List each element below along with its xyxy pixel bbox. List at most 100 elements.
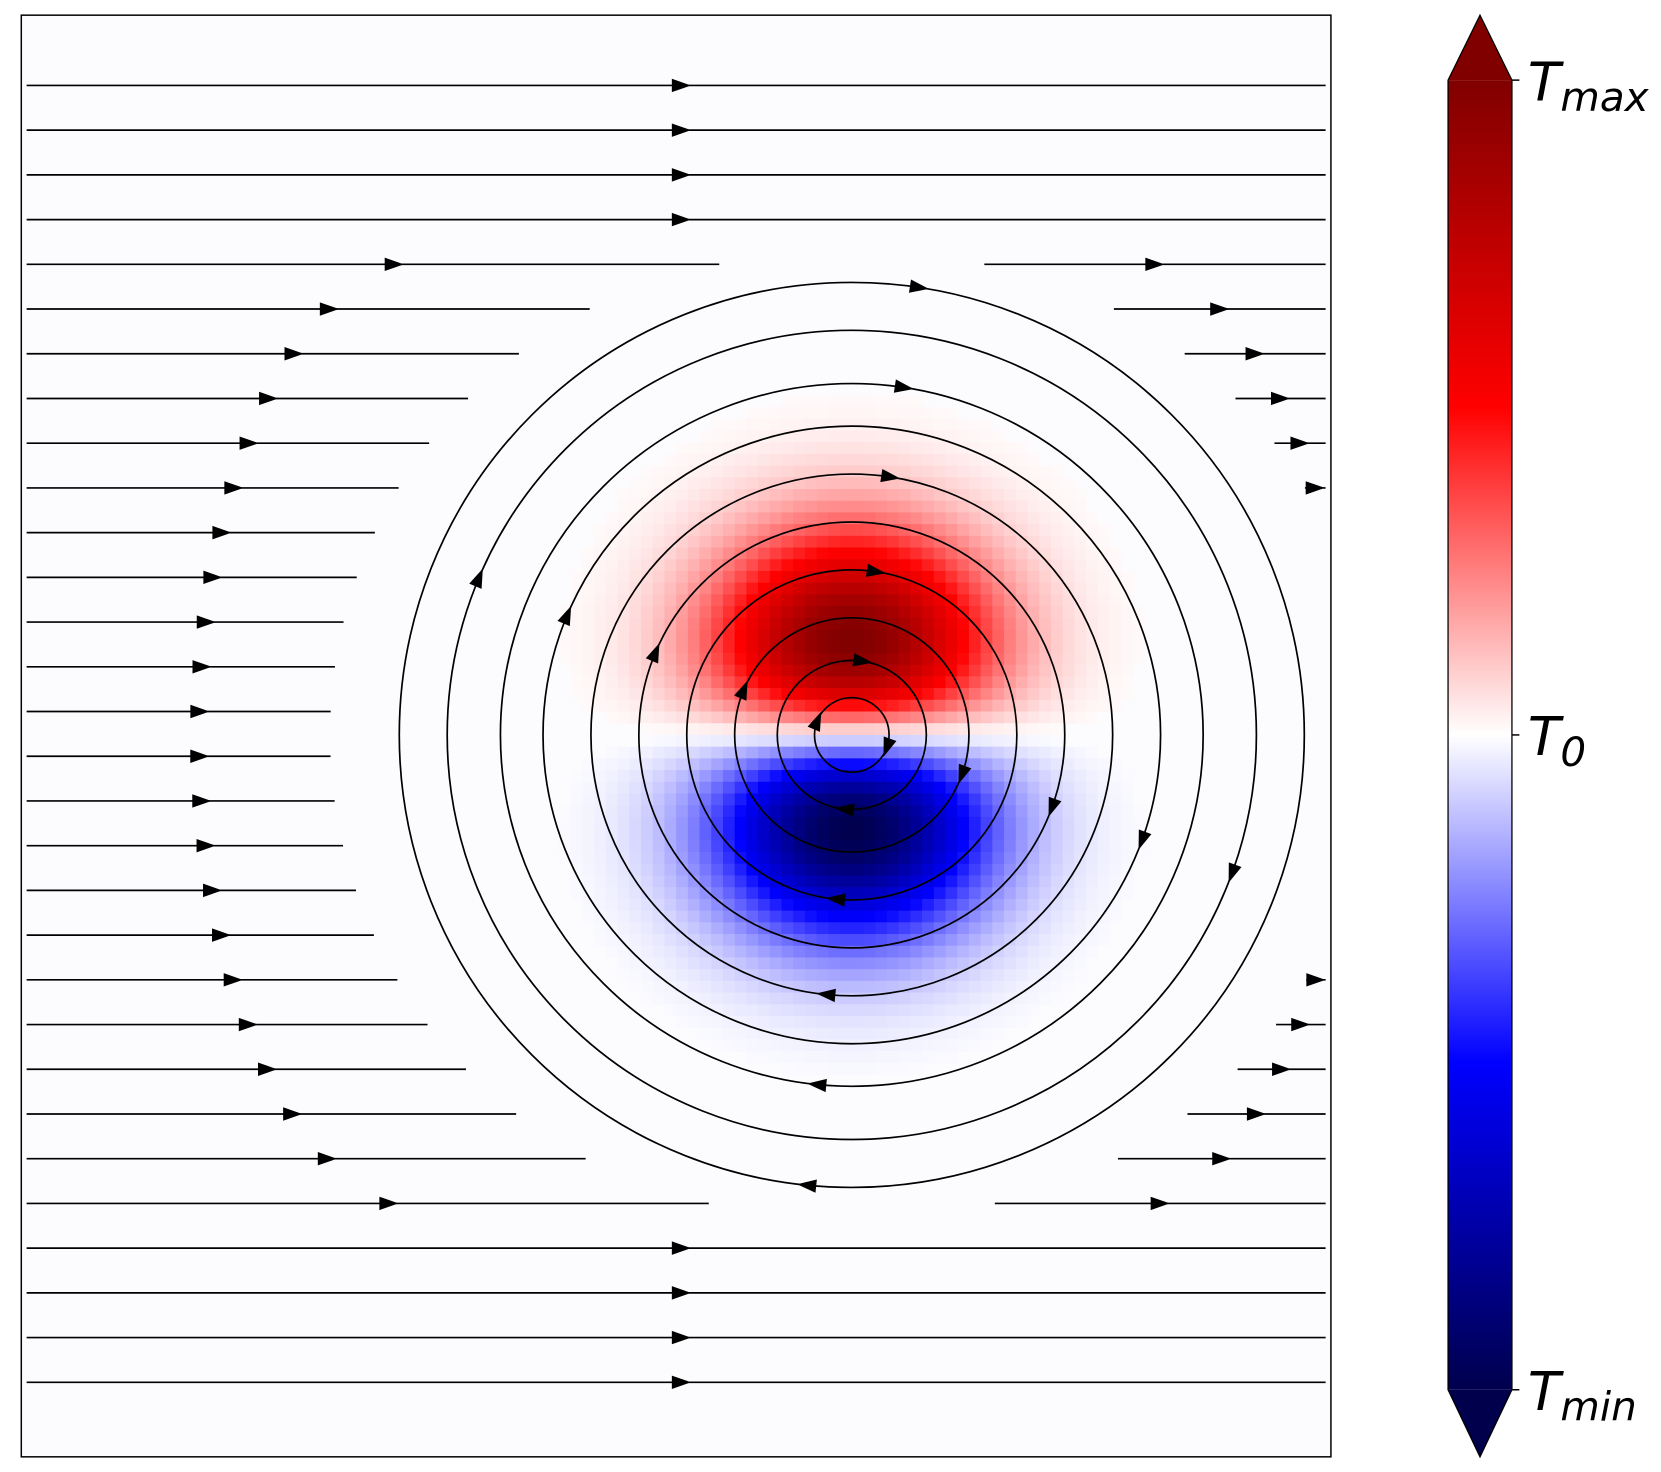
field-cell: [875, 430, 888, 443]
field-cell: [1074, 887, 1087, 900]
field-cell: [1027, 969, 1040, 982]
field-cell: [1039, 770, 1052, 783]
field-cell: [1074, 898, 1087, 912]
field-cell: [898, 816, 911, 830]
field-cell: [1097, 852, 1110, 865]
field-cell: [968, 606, 982, 619]
field-cell: [769, 781, 783, 795]
field-cell: [781, 781, 794, 795]
field-cell: [1062, 559, 1075, 572]
field-cell: [605, 594, 619, 607]
field-cell: [652, 688, 665, 701]
field-cell: [758, 723, 771, 736]
field-cell: [804, 1016, 818, 1029]
field-cell: [1121, 676, 1134, 689]
field-cell: [816, 1027, 829, 1040]
field-cell: [851, 699, 865, 713]
field-cell: [980, 711, 993, 724]
field-cell: [945, 770, 958, 783]
field-cell: [1086, 676, 1099, 689]
field-cell: [933, 969, 947, 982]
stream-arrow: [958, 763, 972, 785]
field-cell: [828, 922, 841, 935]
field-cell: [1027, 1004, 1040, 1017]
field-cell: [629, 781, 642, 795]
field-cell: [1039, 875, 1052, 888]
field-cell: [1015, 922, 1029, 935]
field-cell: [570, 828, 583, 841]
field-cell: [758, 1039, 771, 1052]
stream-arrow: [1138, 829, 1152, 850]
field-cell: [875, 852, 888, 865]
field-cell: [629, 535, 642, 549]
field-cell: [980, 770, 993, 783]
field-cell: [605, 652, 619, 666]
field-cell: [734, 664, 747, 677]
field-cell: [968, 524, 982, 537]
field-cell: [945, 453, 958, 467]
stream-arrow: [1272, 1062, 1292, 1076]
field-cell: [886, 828, 900, 841]
field-cell: [746, 1051, 759, 1064]
field-cell: [629, 547, 642, 560]
field-cell: [922, 770, 935, 783]
field-cell: [687, 535, 701, 549]
field-cell: [910, 512, 923, 525]
field-cell: [863, 770, 876, 783]
field-cell: [910, 863, 923, 877]
field-cell: [898, 992, 911, 1005]
field-cell: [875, 1004, 888, 1017]
field-cell: [793, 875, 806, 888]
field-cell: [758, 488, 771, 502]
field-cell: [1062, 887, 1075, 900]
field-cell: [957, 805, 970, 818]
field-cell: [1074, 711, 1087, 724]
field-cell: [605, 793, 619, 806]
field-cell: [992, 770, 1005, 783]
field-cell: [758, 641, 771, 654]
field-cell: [640, 840, 654, 853]
field-cell: [699, 699, 712, 713]
field-cell: [640, 980, 654, 994]
field-cell: [968, 980, 982, 994]
field-cell: [816, 1062, 829, 1076]
field-cell: [746, 617, 759, 631]
field-cell: [582, 770, 595, 783]
field-cell: [1086, 898, 1099, 912]
field-cell: [968, 559, 982, 572]
field-cell: [992, 453, 1005, 467]
field-cell: [863, 664, 876, 677]
field-cell: [734, 992, 747, 1005]
field-cell: [699, 770, 712, 783]
field-cell: [886, 442, 900, 455]
field-cell: [992, 430, 1005, 443]
field-cell: [968, 852, 982, 865]
field-cell: [793, 840, 806, 853]
field-cell: [910, 559, 923, 572]
field-cell: [769, 617, 783, 631]
field-cell: [898, 758, 911, 771]
field-cell: [840, 582, 853, 595]
field-cell: [746, 980, 759, 994]
field-cell: [711, 430, 724, 443]
field-cell: [875, 418, 888, 431]
field-cell: [594, 582, 607, 595]
stream-arrow: [825, 893, 846, 907]
field-cell: [676, 582, 689, 595]
field-cell: [992, 594, 1005, 607]
field-cell: [1121, 781, 1134, 795]
field-cell: [840, 629, 853, 642]
field-cell: [945, 793, 958, 806]
field-cell: [1039, 758, 1052, 771]
field-cell: [1062, 500, 1075, 513]
field-cell: [816, 699, 829, 713]
field-cell: [957, 676, 970, 689]
field-cell: [570, 852, 583, 865]
field-cell: [1039, 465, 1052, 478]
field-cell: [1109, 758, 1122, 771]
field-cell: [594, 559, 607, 572]
field-cell: [840, 734, 853, 748]
field-cell: [617, 828, 630, 841]
field-cell: [957, 863, 970, 877]
field-cell: [816, 980, 829, 994]
